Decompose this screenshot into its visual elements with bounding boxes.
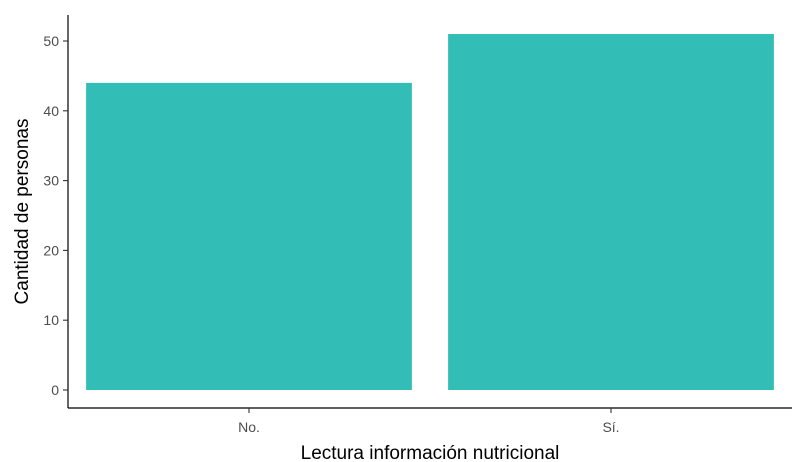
- y-ticks: 0 10 20 30 40 50: [43, 33, 68, 398]
- y-tick-label: 20: [43, 242, 59, 258]
- y-tick-label: 30: [43, 173, 59, 189]
- axes-layer: [67, 15, 792, 409]
- bars-layer: [86, 34, 774, 391]
- y-axis-title: Cantidad de personas: [12, 119, 33, 305]
- x-tick-label: Sí.: [602, 419, 619, 435]
- y-tick-label: 50: [43, 33, 59, 49]
- bar-1: [448, 34, 774, 391]
- x-ticks: No. Sí.: [238, 408, 620, 435]
- y-tick-label: 0: [51, 382, 59, 398]
- x-tick-label: No.: [238, 419, 260, 435]
- x-axis-title: Lectura información nutricional: [301, 443, 560, 462]
- y-tick-label: 40: [43, 103, 59, 119]
- bar-0: [86, 82, 412, 390]
- y-tick-label: 10: [43, 312, 59, 328]
